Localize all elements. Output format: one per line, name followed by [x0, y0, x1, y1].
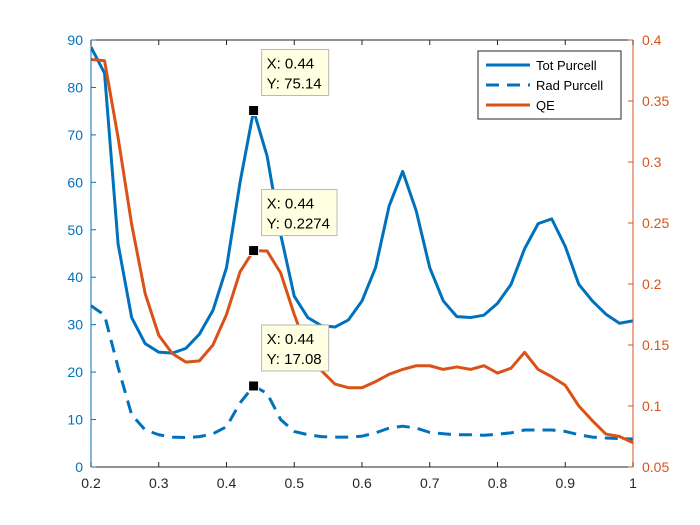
legend-item-qe[interactable]: QE — [486, 98, 555, 113]
x-tick-label: 0.2 — [81, 475, 101, 491]
datatip-marker[interactable] — [248, 380, 260, 392]
y-right-tick-label: 0.1 — [642, 398, 662, 414]
y-right-tick-label: 0.35 — [642, 93, 669, 109]
y-left-tick-label: 50 — [67, 222, 83, 238]
datatip-tot-purcell[interactable]: X: 0.44 Y: 75.14 — [248, 49, 330, 117]
datatip-box — [261, 189, 338, 237]
legend-item-rad-purcell[interactable]: Rad Purcell — [486, 78, 603, 93]
datatip-box — [261, 324, 330, 372]
datatip-marker[interactable] — [248, 245, 260, 257]
legend-item-tot-purcell[interactable]: Tot Purcell — [486, 58, 597, 73]
y-left-tick-label: 10 — [67, 412, 83, 428]
legend-label: QE — [536, 98, 555, 113]
series-line-rad-purcell — [91, 304, 633, 441]
datatip-box — [261, 49, 330, 97]
datatip-y-label: Y: 17.08 — [267, 351, 322, 368]
datatips: X: 0.44 Y: 75.14 X: 0.44 Y: 0.2274 X: 0.44 Y:… — [248, 49, 338, 392]
y-left-tick-label: 70 — [67, 127, 83, 143]
legend-label: Rad Purcell — [536, 78, 603, 93]
y-right-tick-label: 0.3 — [642, 154, 662, 170]
x-tick-label: 0.8 — [488, 475, 508, 491]
legend-box — [477, 50, 622, 120]
x-tick-label: 0.9 — [556, 475, 576, 491]
y-right-tick-label: 0.4 — [642, 32, 662, 48]
datatip-qe[interactable]: X: 0.44 Y: 0.2274 — [248, 189, 338, 257]
y-left-tick-label: 90 — [67, 32, 83, 48]
x-tick-label: 0.3 — [149, 475, 169, 491]
y-left-tick-label: 20 — [67, 364, 83, 380]
series-line-qe — [91, 58, 633, 444]
y-right-tick-label: 0.15 — [642, 337, 669, 353]
axes: 0.2 0.3 0.4 0.5 0.6 0.7 0.8 0.9 1010203040506070… — [67, 32, 669, 491]
y-right-tick-label: 0.25 — [642, 215, 669, 231]
y-left-tick-label: 40 — [67, 269, 83, 285]
datatip-y-label: Y: 75.14 — [267, 76, 322, 93]
legend-label: Tot Purcell — [536, 58, 597, 73]
datatip-x-label: X: 0.44 — [267, 56, 315, 73]
x-tick-label: 0.4 — [217, 475, 237, 491]
datatip-x-label: X: 0.44 — [267, 196, 315, 213]
datatip-y-label: Y: 0.2274 — [267, 216, 330, 233]
datatip-marker[interactable] — [248, 105, 260, 117]
y-right-tick-label: 0.05 — [642, 459, 669, 475]
y-left-tick-label: 30 — [67, 317, 83, 333]
plot-lines — [91, 46, 633, 444]
y-left-tick-label: 80 — [67, 79, 83, 95]
y-left-tick-label: 60 — [67, 174, 83, 190]
series-line-tot-purcell — [91, 46, 633, 355]
x-tick-label: 0.6 — [352, 475, 372, 491]
datatip-rad-purcell[interactable]: X: 0.44 Y: 17.08 — [248, 324, 330, 392]
datatip-x-label: X: 0.44 — [267, 331, 315, 348]
x-tick-label: 0.7 — [420, 475, 440, 491]
y-left-tick-label: 0 — [75, 459, 83, 475]
y-right-tick-label: 0.2 — [642, 276, 662, 292]
x-tick-label: 0.5 — [285, 475, 305, 491]
legend: Tot Purcell Rad Purcell QE — [477, 50, 622, 120]
x-tick-label: 1 — [629, 475, 637, 491]
